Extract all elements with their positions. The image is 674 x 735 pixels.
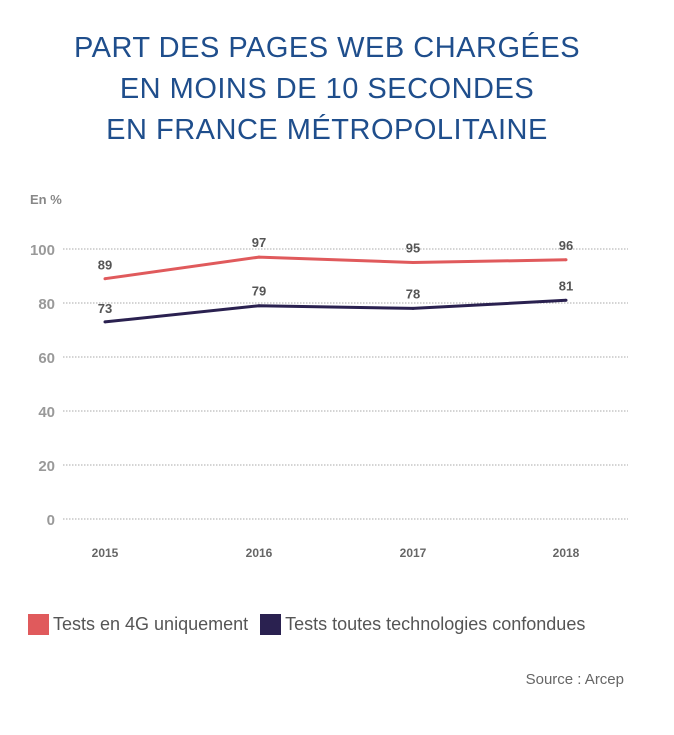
x-tick-label: 2016: [246, 546, 273, 560]
title-line: EN MOINS DE 10 SECONDES: [119, 73, 535, 105]
data-point: [564, 258, 568, 262]
y-tick-label: 60: [38, 350, 55, 367]
legend: Tests en 4G uniquement Tests toutes tech…: [28, 614, 597, 635]
data-point: [564, 298, 568, 302]
x-tick-label: 2015: [92, 546, 119, 560]
data-point: [257, 304, 261, 308]
x-tick-label: 2018: [553, 546, 580, 560]
legend-swatch: [260, 614, 282, 635]
data-label: 81: [559, 278, 573, 293]
legend-swatch: [28, 614, 49, 635]
data-point: [103, 320, 107, 324]
y-tick-label: 100: [30, 242, 55, 259]
data-label: 73: [98, 301, 112, 316]
series-line-0: [104, 255, 567, 281]
data-point: [411, 306, 415, 310]
legend-item-all: Tests toutes technologies confondues: [260, 614, 585, 635]
data-label: 95: [406, 241, 420, 256]
data-label: 79: [252, 284, 266, 299]
y-tick-label: 80: [38, 296, 55, 313]
legend-item-4g: Tests en 4G uniquement: [28, 614, 248, 635]
data-point: [257, 255, 261, 259]
source-note: Source : Arcep: [525, 671, 624, 688]
y-tick-label: 20: [38, 458, 55, 475]
data-label: 89: [98, 258, 112, 273]
y-tick-label: 0: [47, 512, 55, 529]
legend-label: Tests en 4G uniquement: [53, 614, 249, 634]
x-tick-label: 2017: [400, 546, 427, 560]
data-label: 97: [252, 235, 266, 250]
legend-label: Tests toutes technologies confondues: [285, 614, 586, 634]
data-label: 96: [559, 238, 573, 253]
data-label: 78: [406, 286, 420, 301]
title-line: PART DES PAGES WEB CHARGÉES: [73, 32, 581, 64]
series-line-1: [104, 298, 567, 324]
chart-title: PART DES PAGES WEB CHARGÉES EN MOINS DE …: [0, 28, 654, 151]
y-axis-label: En %: [30, 192, 62, 207]
y-tick-label: 40: [38, 404, 55, 421]
line-chart: En % 0 20 40 60 80 100 2015 2016 2017 2018 89 97 95…: [30, 192, 628, 560]
data-point: [411, 261, 415, 264]
title-line: EN FRANCE MÉTROPOLITAINE: [106, 114, 548, 146]
data-point: [103, 277, 107, 281]
